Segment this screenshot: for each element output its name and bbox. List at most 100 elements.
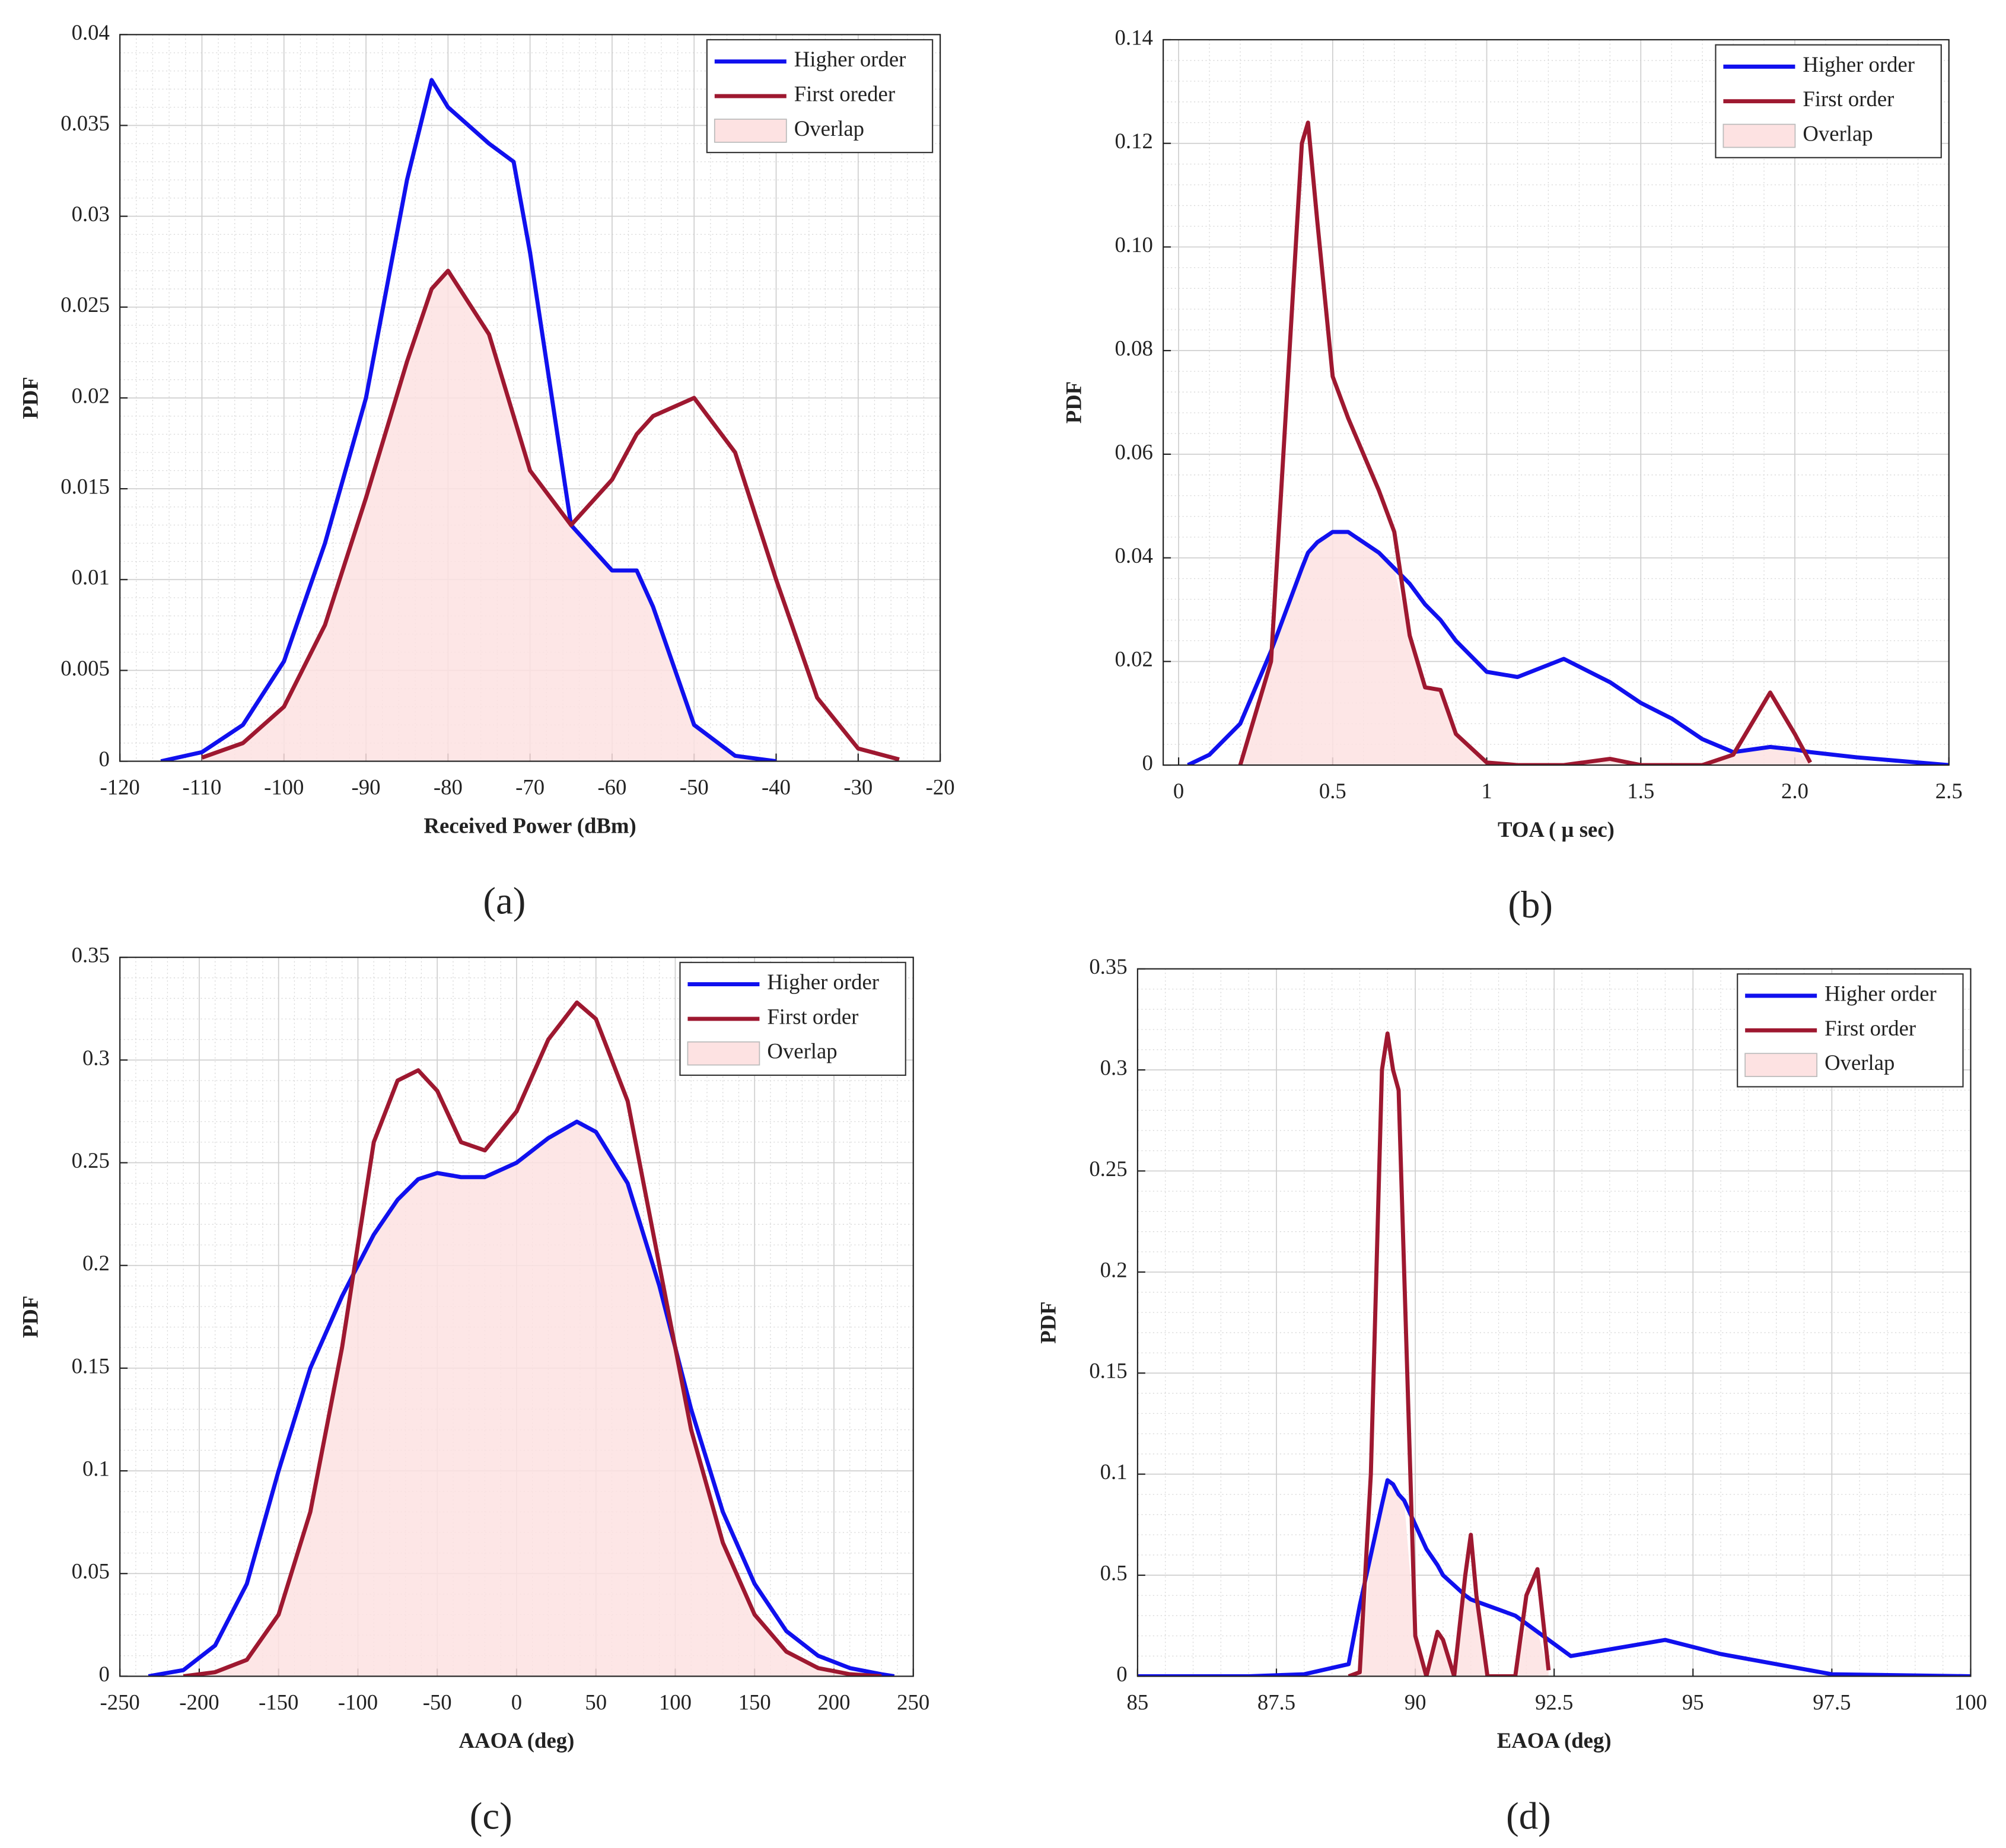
x-tick-label: -50 — [423, 1690, 452, 1714]
series-line — [1348, 1031, 1551, 1677]
x-tick-label: -90 — [352, 775, 381, 799]
legend-label: First order — [1803, 87, 1894, 111]
y-tick-label: 0.35 — [72, 943, 110, 967]
x-tick-label: -40 — [762, 775, 791, 799]
plot-frame — [1136, 968, 1972, 1677]
x-tick-label: 1.5 — [1627, 779, 1654, 803]
overlap-area — [183, 1121, 882, 1677]
x-tick-label: 2.0 — [1781, 779, 1808, 803]
x-tick-label: 150 — [738, 1690, 771, 1714]
x-tick-label: -70 — [515, 775, 545, 799]
series-line — [148, 1119, 895, 1677]
legend-label: Higher order — [1803, 52, 1915, 77]
series-line — [183, 1000, 882, 1677]
caption: (a) — [483, 880, 526, 922]
legend-swatch — [687, 1041, 760, 1066]
y-tick-label: 0.1 — [82, 1457, 110, 1481]
x-axis-label: TOA ( µ sec) — [1498, 817, 1615, 842]
y-tick-label: 0.01 — [72, 565, 110, 590]
x-tick-label: -100 — [338, 1690, 378, 1714]
y-tick-label: 0.02 — [1115, 647, 1153, 671]
y-tick-label: 0.02 — [72, 383, 110, 407]
x-tick-label: -150 — [259, 1690, 298, 1714]
y-tick-label: 0.1 — [1100, 1460, 1128, 1484]
x-tick-label: 0.5 — [1319, 779, 1346, 803]
x-tick-label: -50 — [680, 775, 709, 799]
y-axis-label: PDF — [18, 1296, 43, 1338]
x-tick-label: 100 — [1954, 1690, 1987, 1714]
x-tick-label: 1 — [1481, 779, 1492, 803]
y-tick-label: 0.2 — [82, 1251, 110, 1275]
y-tick-label: 0.12 — [1115, 129, 1153, 153]
y-tick-label: 0.35 — [1089, 954, 1127, 979]
series-line — [1137, 1478, 1971, 1677]
panel: 85 87.5 90 92.5 95 97.5 100 0 0.5 0.1 0.15 0.2 0.25 0… — [1036, 954, 1987, 1837]
x-tick-label: 92.5 — [1535, 1690, 1573, 1714]
y-tick-label: 0.10 — [1115, 232, 1153, 257]
x-tick-label: -30 — [843, 775, 873, 799]
y-tick-label: 0 — [99, 747, 110, 771]
legend-label: Higher order — [794, 47, 906, 71]
x-tick-label: 87.5 — [1257, 1690, 1295, 1714]
x-axis-label: EAOA (deg) — [1497, 1728, 1612, 1753]
x-tick-label: 85 — [1127, 1690, 1149, 1714]
legend-label: Overlap — [1824, 1050, 1894, 1075]
plot — [160, 78, 900, 761]
legend-label: Overlap — [1803, 121, 1873, 145]
x-tick-label: -200 — [179, 1690, 219, 1714]
x-tick-label: -60 — [597, 775, 626, 799]
x-tick-label: 0 — [1173, 779, 1184, 803]
caption: (d) — [1506, 1795, 1551, 1837]
overlap-area — [1348, 1480, 1549, 1677]
panel: 0 0.5 1 1.5 2.0 2.5 0 0.02 0.04 0.06 0.08 0.10 0.12 0… — [1062, 25, 1963, 926]
y-tick-label: 0.04 — [72, 20, 110, 44]
legend-label: Overlap — [767, 1039, 837, 1063]
x-tick-label: 0 — [511, 1690, 522, 1714]
legend-label: First order — [767, 1004, 858, 1028]
panel: -120 -110 -100 -90 -80 -70 -60 -50 -40 -30 -20 0 0.0… — [18, 20, 955, 923]
legend-label: Overlap — [794, 116, 864, 141]
x-tick-label: -80 — [434, 775, 463, 799]
legend-label: Higher order — [767, 970, 879, 994]
x-tick-label: -100 — [264, 775, 304, 799]
panel: -250 -200 -150 -100 -50 0 50 100 150 200 250 0 0.05 0… — [18, 943, 930, 1838]
y-tick-label: 0 — [1142, 750, 1152, 775]
overlap-area — [1240, 531, 1810, 766]
legend-label: First oreder — [794, 81, 895, 106]
legend-swatch — [1722, 123, 1796, 148]
legend-label: First order — [1824, 1016, 1916, 1040]
x-tick-label: 200 — [817, 1690, 850, 1714]
plot — [148, 1000, 895, 1677]
x-tick-label: -20 — [926, 775, 955, 799]
y-tick-label: 0.015 — [61, 474, 110, 499]
plot — [1137, 1031, 1971, 1677]
y-tick-label: 0.06 — [1115, 439, 1153, 464]
plot-frame — [1163, 39, 1950, 766]
x-tick-label: -120 — [100, 775, 139, 799]
legend-label: Higher order — [1824, 981, 1937, 1005]
y-tick-label: 0.05 — [72, 1559, 110, 1583]
caption: (c) — [470, 1795, 512, 1837]
y-tick-label: 0.04 — [1115, 543, 1153, 568]
overlap-area — [202, 270, 776, 761]
x-tick-label: 50 — [585, 1690, 607, 1714]
x-tick-label: 95 — [1682, 1690, 1704, 1714]
x-tick-label: 90 — [1405, 1690, 1427, 1714]
x-axis-label: AAOA (deg) — [459, 1728, 575, 1753]
series-line — [1238, 120, 1813, 766]
y-tick-label: 0.15 — [1089, 1359, 1127, 1383]
y-axis-label: PDF — [1036, 1301, 1060, 1343]
series-line — [201, 269, 900, 761]
x-tick-label: 250 — [897, 1690, 929, 1714]
y-tick-label: 0.25 — [72, 1148, 110, 1172]
x-axis-label: Received Power (dBm) — [424, 813, 636, 837]
y-axis-label: PDF — [1062, 381, 1086, 423]
y-tick-label: 0 — [1116, 1662, 1127, 1686]
y-tick-label: 0.025 — [61, 292, 110, 317]
y-tick-label: 0.14 — [1115, 25, 1153, 49]
y-tick-label: 0.005 — [61, 656, 110, 680]
y-tick-label: 0.03 — [72, 202, 110, 226]
y-tick-label: 0.5 — [1100, 1560, 1128, 1585]
y-axis-label: PDF — [18, 377, 43, 419]
y-tick-label: 0.3 — [1100, 1055, 1128, 1079]
